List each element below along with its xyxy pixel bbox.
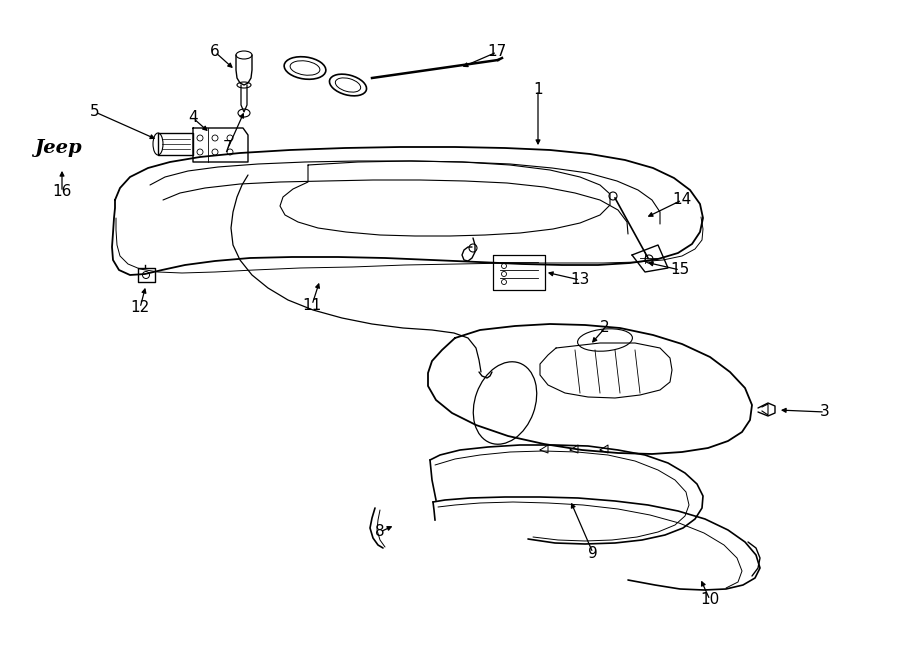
Text: 13: 13 <box>571 272 590 288</box>
Text: 2: 2 <box>600 321 610 336</box>
Text: 15: 15 <box>670 262 689 278</box>
Text: 7: 7 <box>223 141 233 155</box>
Text: Jeep: Jeep <box>34 139 82 157</box>
Text: 14: 14 <box>672 192 691 208</box>
Text: 17: 17 <box>488 44 507 59</box>
Text: 16: 16 <box>52 184 72 200</box>
Text: 6: 6 <box>210 44 220 59</box>
Text: 3: 3 <box>820 405 830 420</box>
Text: 11: 11 <box>302 297 321 313</box>
Circle shape <box>645 255 653 263</box>
Text: 12: 12 <box>130 301 149 315</box>
Circle shape <box>609 192 617 200</box>
Text: 5: 5 <box>90 104 100 120</box>
Text: 9: 9 <box>588 545 598 561</box>
Text: 10: 10 <box>700 592 720 607</box>
Text: 8: 8 <box>375 524 385 539</box>
Text: 4: 4 <box>188 110 198 126</box>
Text: 1: 1 <box>533 83 543 98</box>
